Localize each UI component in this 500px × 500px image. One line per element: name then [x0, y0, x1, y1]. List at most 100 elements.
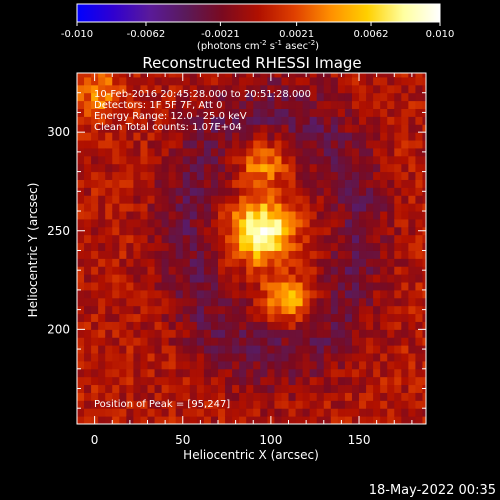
- heatmap-pixel: [274, 163, 282, 173]
- heatmap-pixel: [344, 289, 353, 299]
- heatmap-pixel: [253, 155, 261, 165]
- heatmap-pixel: [126, 116, 134, 125]
- heatmap-pixel: [203, 203, 212, 212]
- heatmap-pixel: [351, 329, 360, 338]
- heatmap-pixel: [147, 195, 156, 204]
- heatmap-pixel: [415, 289, 423, 299]
- heatmap-pixel: [196, 337, 205, 346]
- heatmap-pixel: [253, 258, 261, 267]
- heatmap-pixel: [84, 84, 92, 94]
- heatmap-pixel: [232, 258, 240, 267]
- heatmap-pixel: [98, 416, 106, 424]
- heatmap-pixel: [210, 100, 219, 109]
- heatmap-pixel: [274, 147, 282, 157]
- heatmap-pixel: [302, 384, 311, 393]
- heatmap-pixel: [189, 376, 198, 386]
- heatmap-pixel: [161, 108, 170, 117]
- heatmap-pixel: [380, 384, 388, 393]
- heatmap-pixel: [246, 226, 254, 236]
- heatmap-pixel: [366, 384, 374, 393]
- heatmap-pixel: [295, 100, 304, 109]
- heatmap-pixel: [112, 289, 120, 299]
- heatmap-pixel: [387, 242, 395, 251]
- heatmap-pixel: [182, 132, 191, 141]
- heatmap-pixel: [387, 329, 395, 338]
- heatmap-pixel: [112, 353, 120, 362]
- heatmap-pixel: [394, 313, 402, 322]
- heatmap-pixel: [232, 337, 240, 346]
- heatmap-pixel: [323, 384, 332, 393]
- heatmap-pixel: [147, 297, 156, 307]
- heatmap-pixel: [189, 305, 198, 315]
- heatmap-pixel: [281, 250, 290, 259]
- heatmap-pixel: [260, 92, 268, 102]
- heatmap-pixel: [84, 155, 92, 165]
- heatmap-pixel: [203, 329, 212, 338]
- heatmap-pixel: [366, 234, 374, 244]
- heatmap-pixel: [288, 140, 297, 149]
- heatmap-pixel: [133, 187, 141, 196]
- heatmap-pixel: [84, 226, 92, 236]
- heatmap-pixel: [126, 353, 134, 362]
- heatmap-pixel: [281, 171, 290, 180]
- heatmap-pixel: [422, 376, 426, 386]
- heatmap-pixel: [380, 321, 388, 330]
- heatmap-pixel: [225, 258, 233, 267]
- colorbar-units: (photons cm-2 s-1 asec-2): [197, 39, 319, 52]
- heatmap-pixel: [239, 84, 247, 94]
- heatmap-pixel: [203, 345, 212, 354]
- heatmap-pixel: [203, 179, 212, 188]
- heatmap-pixel: [140, 76, 149, 86]
- heatmap-pixel: [337, 155, 346, 165]
- heatmap-pixel: [126, 289, 134, 299]
- heatmap-pixel: [161, 250, 170, 259]
- heatmap-pixel: [246, 147, 254, 157]
- heatmap-pixel: [161, 171, 170, 180]
- heatmap-pixel: [337, 147, 346, 157]
- heatmap-pixel: [380, 203, 388, 212]
- heatmap-pixel: [154, 242, 163, 251]
- heatmap-pixel: [359, 392, 367, 401]
- heatmap-pixel: [351, 100, 360, 109]
- heatmap-pixel: [84, 211, 92, 220]
- x-tick-label: 50: [175, 433, 190, 447]
- heatmap-pixel: [119, 250, 127, 259]
- heatmap-pixel: [415, 297, 423, 307]
- heatmap-pixel: [366, 226, 374, 236]
- heatmap-pixel: [232, 274, 240, 283]
- heatmap-pixel: [175, 116, 184, 125]
- heatmap-pixel: [168, 73, 177, 78]
- heatmap-pixel: [316, 163, 325, 173]
- heatmap-pixel: [309, 266, 318, 275]
- heatmap-pixel: [175, 84, 184, 94]
- heatmap-pixel: [394, 108, 402, 117]
- heatmap-pixel: [330, 416, 339, 424]
- heatmap-pixel: [281, 408, 290, 417]
- heatmap-pixel: [196, 408, 205, 417]
- heatmap-pixel: [232, 345, 240, 354]
- heatmap-pixel: [154, 100, 163, 109]
- heatmap-pixel: [337, 171, 346, 180]
- heatmap-pixel: [351, 242, 360, 251]
- heatmap-pixel: [401, 305, 409, 315]
- heatmap-pixel: [260, 116, 268, 125]
- heatmap-pixel: [316, 360, 325, 370]
- heatmap-pixel: [182, 376, 191, 386]
- heatmap-pixel: [373, 234, 381, 244]
- heatmap-pixel: [274, 329, 282, 338]
- heatmap-pixel: [274, 392, 282, 401]
- heatmap-pixel: [366, 211, 374, 220]
- heatmap-pixel: [330, 187, 339, 196]
- heatmap-pixel: [246, 384, 254, 393]
- heatmap-pixel: [274, 140, 282, 149]
- heatmap-pixel: [225, 171, 233, 180]
- heatmap-pixel: [225, 297, 233, 307]
- heatmap-pixel: [225, 140, 233, 149]
- heatmap-pixel: [274, 289, 282, 299]
- heatmap-pixel: [295, 250, 304, 259]
- heatmap-pixel: [387, 100, 395, 109]
- heatmap-pixel: [267, 124, 275, 133]
- heatmap-pixel: [295, 297, 304, 307]
- heatmap-pixel: [415, 274, 423, 283]
- heatmap-pixel: [168, 124, 177, 133]
